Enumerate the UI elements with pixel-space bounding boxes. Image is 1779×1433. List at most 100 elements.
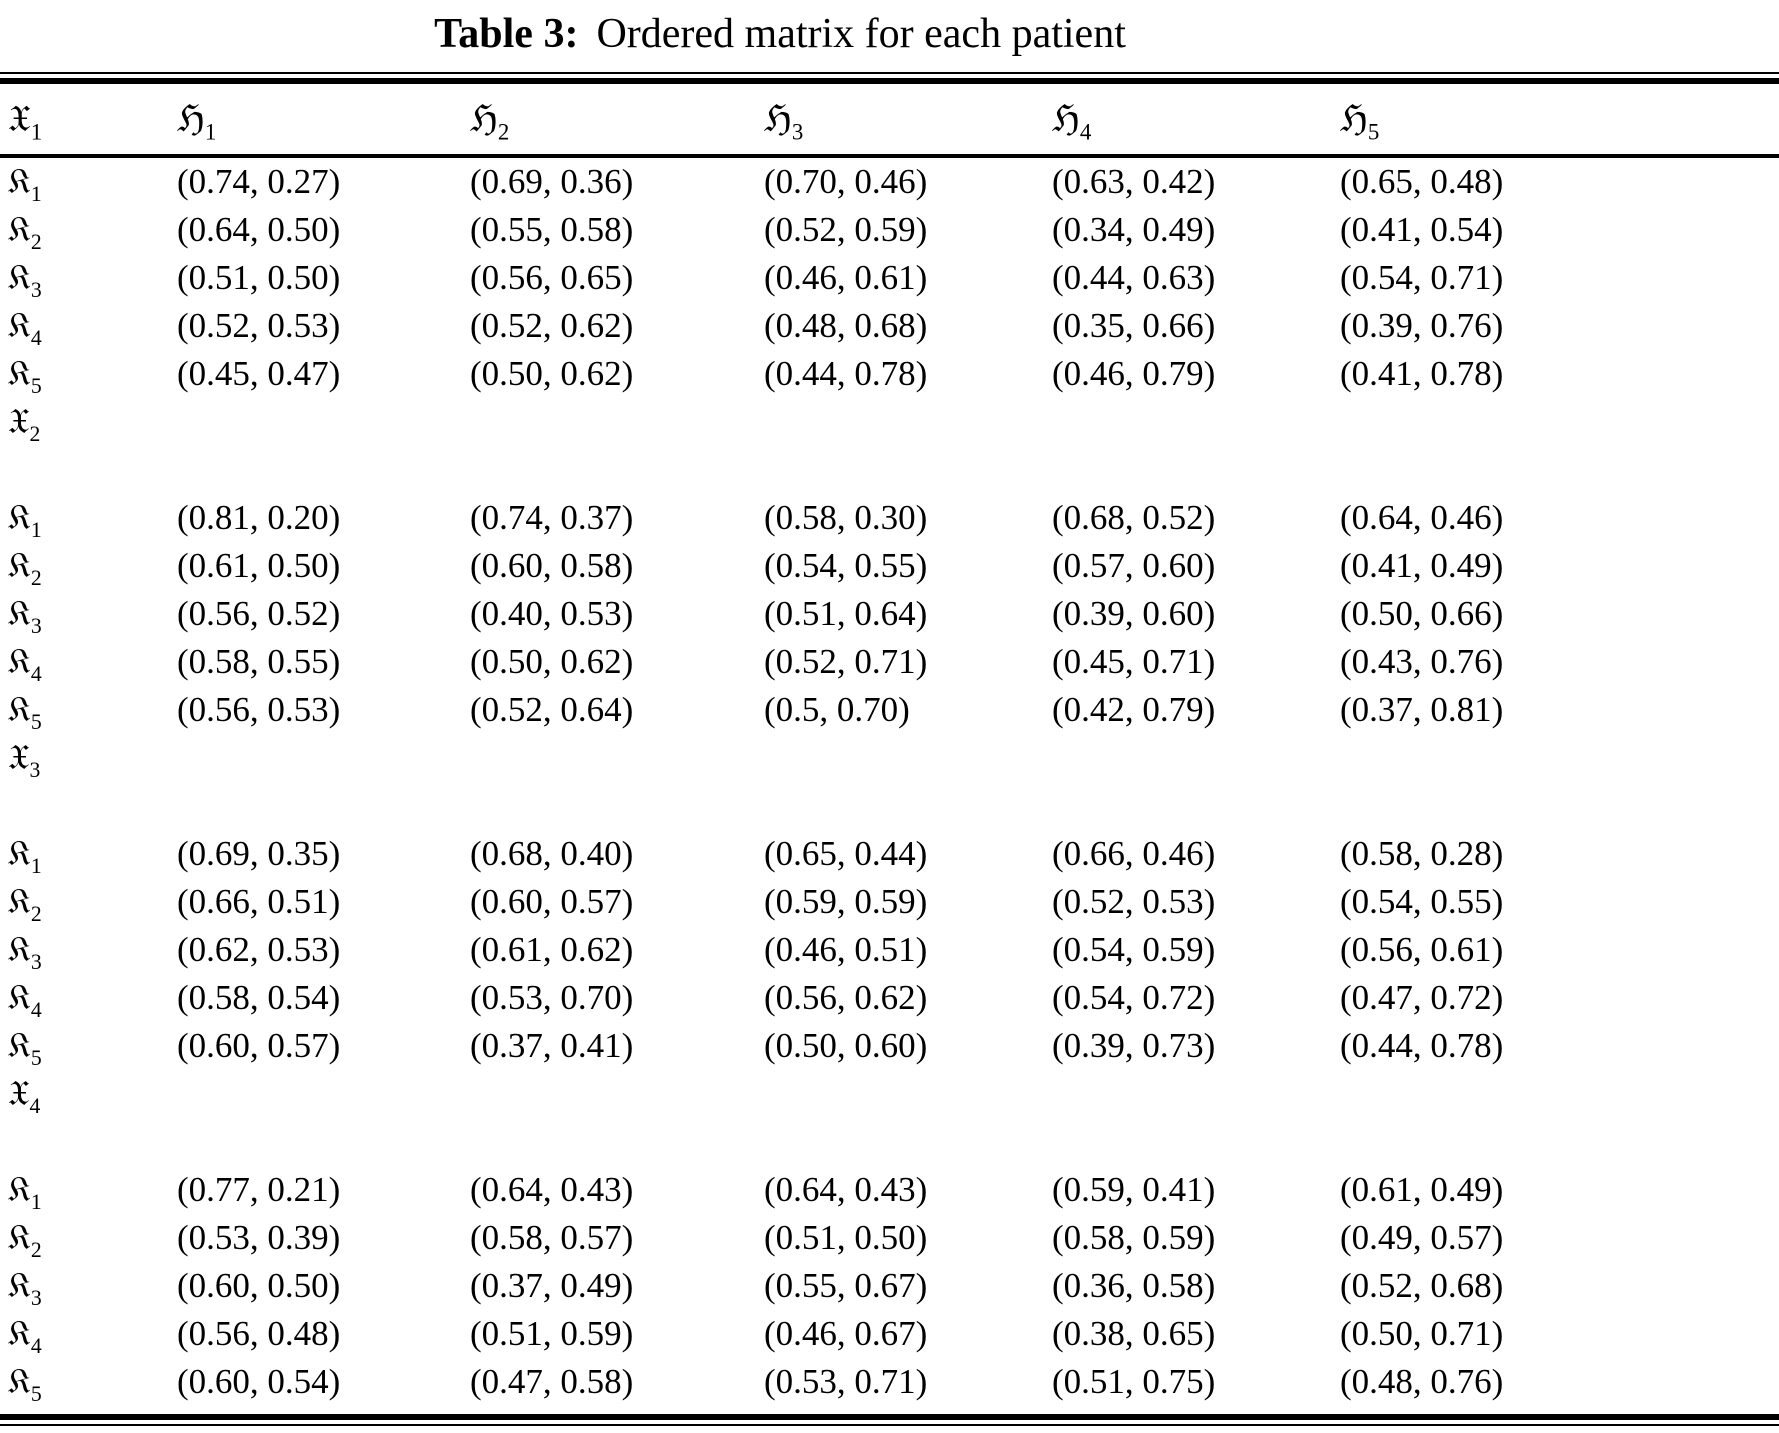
value-cell: (0.53, 0.39)	[177, 1218, 341, 1257]
fraktur-k-symbol: 𝔎	[8, 354, 31, 394]
row-label-cell: 𝔎5	[0, 1358, 177, 1406]
bottom-rule-offset	[0, 1406, 1779, 1414]
value-cell: (0.68, 0.40)	[470, 834, 634, 873]
row-label-cell: 𝔎5	[0, 350, 177, 398]
fraktur-k-symbol: 𝔎	[8, 978, 31, 1018]
value-cell: (0.56, 0.53)	[177, 690, 341, 729]
value-cell: (0.52, 0.62)	[470, 306, 634, 345]
value-cell: (0.38, 0.65)	[1052, 1314, 1216, 1353]
fraktur-k-subscript: 4	[30, 326, 42, 350]
fraktur-k-subscript: 5	[30, 1382, 42, 1406]
table-row: 𝔎2 (0.61, 0.50) (0.60, 0.58) (0.54, 0.55) (0…	[0, 542, 1779, 590]
value-cell: (0.43, 0.76)	[1340, 642, 1504, 681]
row-label-cell: 𝔎1	[0, 494, 177, 542]
table-caption-label: Table 3:	[434, 11, 579, 57]
table-row: 𝔎5 (0.60, 0.54) (0.47, 0.58) (0.53, 0.71) (0…	[0, 1358, 1779, 1406]
value-cell: (0.60, 0.50)	[177, 1266, 341, 1305]
value-cell: (0.51, 0.50)	[177, 258, 341, 297]
fraktur-k-symbol: 𝔎	[8, 642, 31, 682]
fraktur-x-symbol: 𝔛	[8, 97, 31, 140]
ordered-matrix-table: 𝔛1 ℌ1 ℌ2 ℌ3 ℌ4 ℌ5 𝔎1 (0.74, 0.27) (0.69, 0…	[0, 84, 1779, 1406]
section-label-row: 𝔛3	[0, 734, 1779, 782]
value-cell: (0.52, 0.53)	[1052, 882, 1216, 921]
value-cell: (0.59, 0.59)	[764, 882, 928, 921]
value-cell: (0.65, 0.48)	[1340, 162, 1504, 201]
value-cell: (0.55, 0.67)	[764, 1266, 928, 1305]
value-cell: (0.46, 0.61)	[764, 258, 928, 297]
value-cell: (0.52, 0.71)	[764, 642, 928, 681]
fraktur-k-subscript: 1	[30, 518, 42, 542]
section-spacer-row	[0, 1118, 1779, 1166]
fraktur-k-symbol: 𝔎	[8, 1026, 31, 1066]
table-row: 𝔎3 (0.60, 0.50) (0.37, 0.49) (0.55, 0.67) (0…	[0, 1262, 1779, 1310]
value-cell: (0.64, 0.43)	[764, 1170, 928, 1209]
value-cell: (0.77, 0.21)	[177, 1170, 341, 1209]
value-cell: (0.58, 0.59)	[1052, 1218, 1216, 1257]
table-row: 𝔎3 (0.56, 0.52) (0.40, 0.53) (0.51, 0.64) (0…	[0, 590, 1779, 638]
fraktur-k-subscript: 2	[30, 1238, 42, 1262]
fraktur-k-subscript: 3	[30, 950, 42, 974]
fraktur-k-symbol: 𝔎	[8, 1218, 31, 1258]
value-cell: (0.39, 0.73)	[1052, 1026, 1216, 1065]
section-spacer-cell	[0, 782, 1779, 830]
value-cell: (0.37, 0.49)	[470, 1266, 634, 1305]
fraktur-k-subscript: 2	[30, 230, 42, 254]
table-row: 𝔎4 (0.58, 0.54) (0.53, 0.70) (0.56, 0.62) (0…	[0, 974, 1779, 1022]
fraktur-x-subscript: 3	[29, 758, 41, 782]
value-cell: (0.81, 0.20)	[177, 498, 341, 537]
fraktur-k-symbol: 𝔎	[8, 930, 31, 970]
value-cell: (0.61, 0.50)	[177, 546, 341, 585]
fraktur-h-subscript: 3	[791, 119, 804, 145]
value-cell: (0.41, 0.54)	[1340, 210, 1504, 249]
fraktur-k-subscript: 2	[30, 566, 42, 590]
value-cell: (0.70, 0.46)	[764, 162, 928, 201]
value-cell: (0.50, 0.62)	[470, 642, 634, 681]
fraktur-k-subscript: 4	[30, 1334, 42, 1358]
value-cell: (0.54, 0.59)	[1052, 930, 1216, 969]
row-label-cell: 𝔎5	[0, 686, 177, 734]
table-row: 𝔎5 (0.45, 0.47) (0.50, 0.62) (0.44, 0.78) (0…	[0, 350, 1779, 398]
table-row: 𝔎2 (0.64, 0.50) (0.55, 0.58) (0.52, 0.59) (0…	[0, 206, 1779, 254]
value-cell: (0.52, 0.59)	[764, 210, 928, 249]
value-cell: (0.51, 0.75)	[1052, 1362, 1216, 1401]
value-cell: (0.44, 0.63)	[1052, 258, 1216, 297]
value-cell: (0.64, 0.43)	[470, 1170, 634, 1209]
fraktur-h-symbol: ℌ	[1052, 97, 1080, 140]
value-cell: (0.74, 0.37)	[470, 498, 634, 537]
header-row: 𝔛1 ℌ1 ℌ2 ℌ3 ℌ4 ℌ5	[0, 84, 1779, 158]
value-cell: (0.52, 0.68)	[1340, 1266, 1504, 1305]
table-row: 𝔎2 (0.66, 0.51) (0.60, 0.57) (0.59, 0.59) (0…	[0, 878, 1779, 926]
fraktur-k-symbol: 𝔎	[8, 1170, 31, 1210]
row-label-cell: 𝔎3	[0, 1262, 177, 1310]
value-cell: (0.65, 0.44)	[764, 834, 928, 873]
fraktur-k-subscript: 5	[30, 1046, 42, 1070]
row-label-cell: 𝔎1	[0, 1166, 177, 1214]
header-cell-h5: ℌ5	[1340, 84, 1779, 158]
value-cell: (0.64, 0.46)	[1340, 498, 1504, 537]
value-cell: (0.58, 0.28)	[1340, 834, 1504, 873]
row-label-cell: 𝔎2	[0, 206, 177, 254]
fraktur-k-symbol: 𝔎	[8, 882, 31, 922]
value-cell: (0.48, 0.68)	[764, 306, 928, 345]
value-cell: (0.34, 0.49)	[1052, 210, 1216, 249]
value-cell: (0.52, 0.53)	[177, 306, 341, 345]
fraktur-k-subscript: 1	[30, 182, 42, 206]
fraktur-k-symbol: 𝔎	[8, 1314, 31, 1354]
value-cell: (0.54, 0.55)	[764, 546, 928, 585]
section-spacer-row	[0, 446, 1779, 494]
value-cell: (0.61, 0.62)	[470, 930, 634, 969]
table-row: 𝔎3 (0.51, 0.50) (0.56, 0.65) (0.46, 0.61) (0…	[0, 254, 1779, 302]
value-cell: (0.56, 0.62)	[764, 978, 928, 1017]
fraktur-k-subscript: 3	[30, 1286, 42, 1310]
value-cell: (0.44, 0.78)	[1340, 1026, 1504, 1065]
bottom-rule-thick	[0, 1414, 1779, 1420]
value-cell: (0.48, 0.76)	[1340, 1362, 1504, 1401]
fraktur-k-symbol: 𝔎	[8, 162, 31, 202]
table-caption: Table 3: Ordered matrix for each patient	[0, 0, 1560, 66]
table-row: 𝔎1 (0.77, 0.21) (0.64, 0.43) (0.64, 0.43) (0…	[0, 1166, 1779, 1214]
row-label-cell: 𝔎3	[0, 590, 177, 638]
value-cell: (0.54, 0.55)	[1340, 882, 1504, 921]
value-cell: (0.47, 0.58)	[470, 1362, 634, 1401]
fraktur-h-subscript: 2	[497, 119, 510, 145]
row-label-cell: 𝔎3	[0, 254, 177, 302]
